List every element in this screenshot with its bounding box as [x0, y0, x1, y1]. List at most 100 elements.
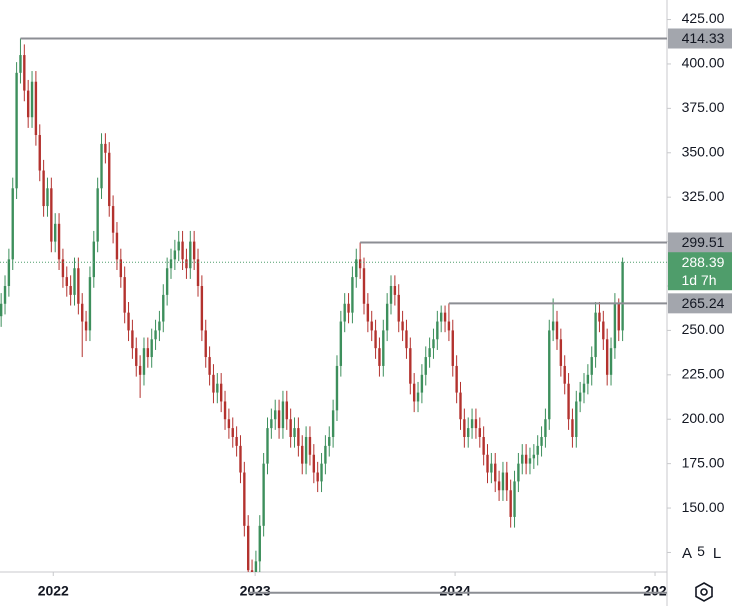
y-tick-label: 425.00 [682, 10, 725, 26]
candle-body [297, 428, 300, 446]
scale-button[interactable]: A [676, 541, 698, 565]
candle-body [470, 419, 474, 429]
candle-body [513, 481, 516, 517]
candle-body [293, 428, 296, 437]
candle-body [331, 410, 335, 437]
candle-body [246, 525, 250, 571]
candle-body [162, 294, 165, 322]
candle-body [108, 152, 111, 207]
candle-body [490, 463, 493, 473]
candle-body [362, 268, 366, 304]
candle-body [328, 436, 331, 446]
candle-body [324, 445, 327, 464]
candle-body [378, 348, 381, 366]
candle-body [96, 188, 99, 242]
candle-body [258, 525, 261, 562]
candle-body [304, 436, 308, 464]
scale-button[interactable]: L [706, 541, 728, 565]
candle-body [204, 330, 207, 358]
candle-body [158, 321, 161, 331]
candle-body [266, 428, 269, 464]
candle-body [575, 401, 578, 437]
candle-body [3, 286, 7, 304]
x-tick-label: 2023 [240, 583, 271, 599]
scale-button-box [676, 541, 698, 565]
y-tick-label: 325.00 [682, 188, 725, 204]
candle-body [366, 303, 370, 322]
candle-body [505, 472, 509, 491]
candle-body [416, 392, 420, 402]
y-tick-label: 375.00 [682, 99, 725, 115]
candle-body [385, 303, 389, 331]
candle-body [528, 458, 532, 464]
candle-body [77, 268, 80, 304]
candle-body [223, 401, 227, 420]
candle-body [571, 419, 574, 437]
candle-body [262, 463, 265, 526]
candle-body [393, 286, 397, 295]
candle-body [351, 277, 354, 313]
candle-body [412, 383, 416, 402]
candle-body [115, 232, 119, 260]
candle-body [548, 330, 551, 420]
y-tick-label: 175.00 [682, 454, 725, 470]
candle-body [567, 383, 570, 420]
candle-body [289, 419, 292, 437]
candle-body [551, 321, 555, 331]
candle-body [92, 241, 95, 278]
candle-body [320, 463, 323, 482]
candle-body [455, 365, 458, 393]
candle-body [127, 312, 130, 331]
candle-body [347, 303, 350, 313]
candle-body [235, 436, 238, 446]
scale-button-label: L [713, 545, 721, 562]
candle-body [602, 321, 605, 340]
x-tick-label: 202 [643, 583, 667, 599]
candle-body [478, 428, 481, 437]
candle-body [50, 188, 53, 242]
candle-body [409, 348, 412, 384]
candle-body [578, 392, 582, 402]
settings-icon[interactable] [695, 582, 713, 602]
candle-body [26, 90, 30, 118]
candle-body [65, 277, 68, 286]
candle-body [150, 339, 153, 358]
candle-body [517, 463, 520, 482]
candle-body [439, 312, 443, 322]
candle-body [420, 374, 424, 393]
candle-body [370, 321, 373, 331]
candle-body [34, 81, 38, 136]
candle-body [358, 259, 362, 269]
candle-body [227, 419, 231, 429]
candle-body [274, 410, 277, 420]
candle-body [123, 277, 126, 313]
candle-body [389, 286, 393, 304]
candle-body [586, 374, 590, 384]
candle-body [200, 286, 204, 331]
candle-body [88, 277, 92, 331]
candle-body [397, 294, 400, 322]
candle-body [486, 454, 489, 473]
candle-body [605, 339, 609, 375]
candle-body [467, 428, 470, 437]
candle-body [54, 223, 57, 242]
candle-body [243, 472, 246, 526]
candle-body [81, 303, 84, 322]
candle-body [281, 401, 285, 429]
candle-body [165, 268, 169, 295]
candle-body [436, 321, 439, 340]
level-label-box [668, 293, 732, 314]
scale-button-label: A [682, 545, 692, 562]
candle-body [208, 357, 211, 375]
y-tick-label: 250.00 [682, 321, 725, 337]
candle-body [270, 419, 273, 429]
candle-body [555, 321, 559, 340]
candle-body [177, 241, 180, 251]
candle-body [46, 188, 49, 207]
candle-body [339, 321, 343, 366]
settings-hexagon [695, 582, 713, 602]
candle-body [142, 348, 146, 375]
candle-body [401, 321, 404, 331]
y-tick-label: 225.00 [682, 366, 725, 382]
